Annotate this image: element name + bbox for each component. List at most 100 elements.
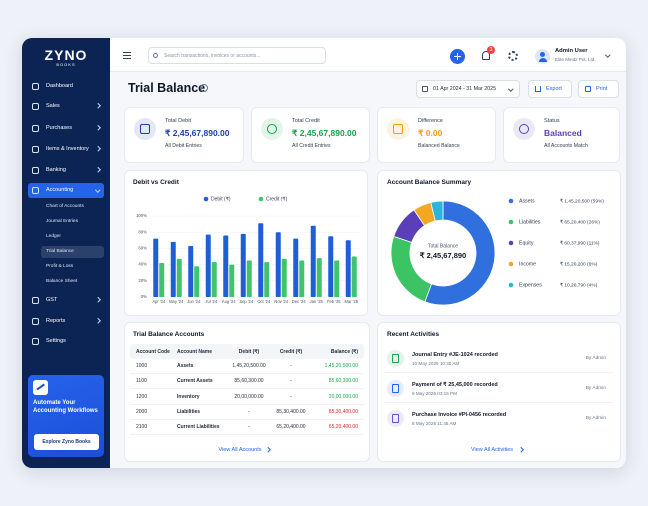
activity-by: By Admin: [585, 416, 606, 422]
nav-icon: [32, 337, 39, 345]
nav-item[interactable]: Accounting: [46, 186, 74, 193]
table-cell: -: [290, 378, 292, 385]
logo: ZYNO: [44, 46, 88, 63]
stat-sub: All Credit Entries: [292, 142, 331, 149]
chart-title: Debit vs Credit: [133, 179, 179, 187]
chart-title: Account Balance Summary: [387, 179, 472, 187]
table-cell: 85,60,300.00: [328, 378, 358, 385]
table-header-cell: Credit (₹): [279, 348, 303, 355]
subnav-item[interactable]: Journal Entries: [46, 219, 78, 225]
nav-icon: [32, 186, 39, 194]
nav-item[interactable]: Banking: [46, 166, 66, 173]
company: Elite Mindz Pvt. Ltd.: [555, 57, 596, 63]
nav-icon: [32, 166, 39, 174]
subnav-item[interactable]: Chart of Accounts: [46, 204, 84, 210]
table-cell: 20,00,000.00: [234, 393, 264, 400]
page-title: Trial Balance: [128, 80, 206, 95]
search-icon: [153, 52, 158, 58]
info-icon: [200, 84, 208, 92]
print-icon: [585, 85, 591, 92]
nav-item[interactable]: Settings: [46, 337, 66, 344]
stat-sub: All Accounts Match: [544, 142, 588, 149]
settings-icon[interactable]: [508, 51, 518, 61]
search-box[interactable]: [148, 47, 326, 64]
row-divider: [130, 388, 364, 390]
export-button[interactable]: [528, 80, 572, 98]
table-cell: Inventory: [177, 393, 200, 400]
activity-icon: [387, 350, 404, 367]
row-divider: [385, 372, 613, 373]
table-cell: 85,30,400.00: [276, 408, 306, 415]
activity-time: 10 May 2025 10:30 AM: [412, 361, 460, 367]
nav-item[interactable]: Dashboard: [46, 82, 73, 89]
subnav-item[interactable]: Balance Sheet: [46, 279, 78, 285]
table-link[interactable]: View All Accounts: [218, 446, 262, 453]
bell-icon[interactable]: [482, 51, 490, 60]
stat-card: [377, 107, 496, 163]
panel: [377, 170, 621, 316]
table-cell: Current Liabilities: [177, 424, 220, 431]
row-divider: [130, 418, 364, 420]
stat-icon-glyph: [140, 124, 150, 134]
activity-icon-glyph: [392, 354, 399, 363]
table-cell: 2100: [136, 424, 148, 431]
badge: 3: [487, 46, 495, 54]
table-title: Trial Balance Accounts: [133, 331, 205, 339]
activity-text: Purchase Invoice #PI-0456 recorded: [412, 411, 507, 418]
stat-icon-glyph: [267, 124, 277, 134]
stat-label: Difference: [418, 117, 443, 124]
nav-icon: [32, 296, 39, 304]
menu-icon-line: [123, 58, 131, 60]
activity-icon: [387, 380, 404, 397]
export-label: Export: [546, 85, 562, 92]
stat-sub: All Debit Entries: [165, 142, 202, 149]
date-picker[interactable]: [416, 80, 520, 98]
table-cell: 1,45,20,500.00: [232, 363, 266, 369]
table-cell: Current Assets: [177, 378, 213, 385]
activities-title: Recent Activities: [387, 331, 440, 339]
subnav-item[interactable]: Ledger: [46, 234, 61, 240]
avatar-body: [538, 58, 547, 62]
table-cell: 65,20,400.00: [328, 424, 358, 431]
stat-label: Status: [544, 117, 560, 124]
calendar-icon: [422, 85, 428, 92]
activity-icon-glyph: [392, 384, 399, 393]
table-header: [130, 344, 364, 359]
nav-icon: [32, 124, 39, 132]
nav-item[interactable]: Reports: [46, 317, 66, 324]
stat-label: Total Credit: [292, 117, 320, 124]
stat-label: Total Debit: [165, 117, 191, 124]
activity-time: 9 May 2025 03:15 PM: [412, 391, 457, 397]
table-cell: 85,30,400.00: [328, 408, 358, 415]
user-name: Admin User: [555, 47, 588, 54]
row-divider: [130, 403, 364, 405]
nav-item[interactable]: GST: [46, 296, 58, 303]
table-header-cell: Account Name: [177, 348, 213, 355]
nav-icon: [32, 317, 39, 325]
stat-value: ₹ 0.00: [418, 127, 443, 138]
row-divider: [130, 434, 364, 436]
table-cell: -: [290, 363, 292, 369]
table-cell: -: [248, 408, 250, 415]
table-cell: Liabilities: [177, 408, 201, 415]
activity-time: 8 May 2025 11:45 AM: [412, 421, 457, 427]
menu-icon-line: [123, 55, 131, 57]
subnav-item[interactable]: Trial Balance: [46, 249, 74, 255]
stat-icon: [134, 118, 156, 140]
search-placeholder: Search transactions, invoices or account…: [164, 52, 261, 59]
activities-link[interactable]: View All Activities: [470, 446, 514, 453]
stat-sub: Balanced Balance: [418, 142, 460, 149]
print-button[interactable]: [578, 80, 619, 98]
nav-item[interactable]: Items & Inventory: [46, 145, 89, 152]
nav-item[interactable]: Purchases: [46, 124, 72, 131]
stat-value: ₹ 2,45,67,890.00: [292, 127, 357, 138]
stat-icon-glyph: [393, 124, 403, 134]
avatar-head: [540, 52, 545, 57]
promo-button[interactable]: Explore Zyno Books: [34, 434, 99, 450]
table-cell: 1000: [136, 363, 148, 369]
table-cell: 85,60,300.00: [234, 378, 264, 385]
active-nav: [28, 183, 104, 198]
nav-item[interactable]: Sales: [46, 102, 60, 109]
subnav-item[interactable]: Profit & Loss: [46, 264, 74, 270]
